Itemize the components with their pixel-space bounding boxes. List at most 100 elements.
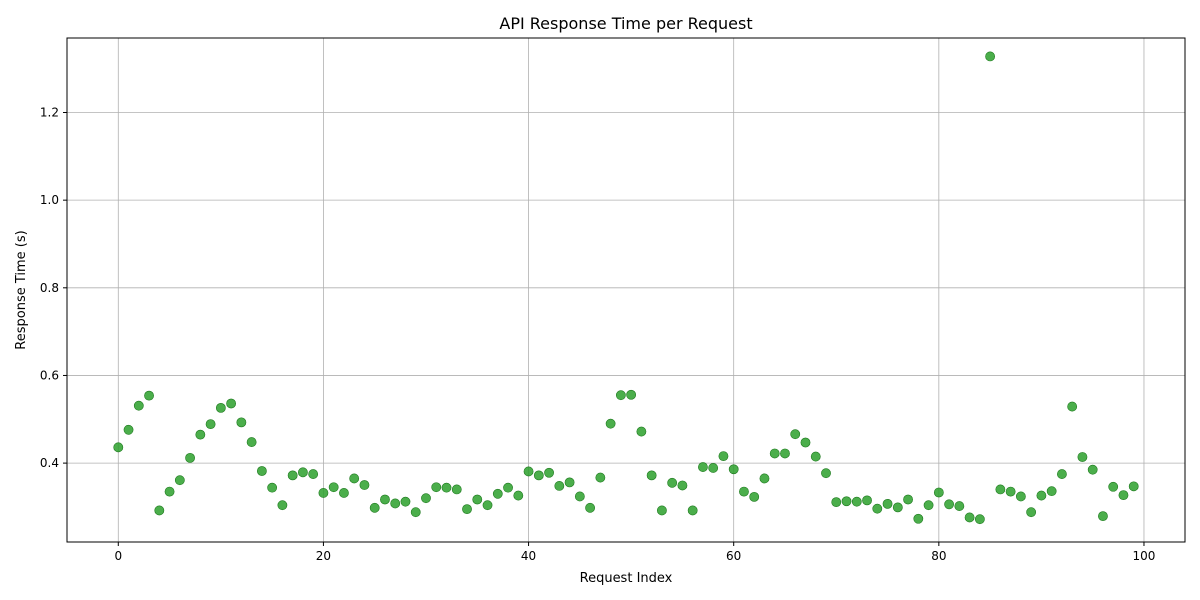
data-point [503, 482, 513, 493]
data-point [605, 418, 616, 429]
data-point [431, 482, 442, 493]
data-point [523, 466, 534, 477]
scatter-points [113, 51, 1139, 525]
data-point [205, 419, 216, 430]
data-point [769, 448, 780, 459]
data-point [1057, 469, 1067, 479]
data-point [308, 469, 319, 479]
grid-lines [67, 38, 1185, 542]
data-point [646, 470, 657, 481]
y-tick-label: 0.8 [40, 281, 59, 295]
data-point [862, 495, 872, 506]
data-point [985, 51, 996, 62]
y-tick-label: 0.4 [40, 456, 59, 470]
data-point [339, 488, 349, 498]
data-point [1046, 486, 1057, 497]
data-point [421, 493, 431, 504]
data-point [903, 494, 913, 505]
data-point [800, 437, 811, 448]
data-point [482, 500, 493, 511]
data-point [1098, 511, 1108, 522]
data-point [410, 507, 421, 518]
data-point [1087, 464, 1098, 475]
y-tick-label: 0.6 [40, 368, 59, 382]
data-point [544, 467, 554, 478]
y-tick-label: 1.0 [40, 193, 59, 207]
data-point [472, 494, 483, 505]
data-point [872, 503, 883, 514]
data-point [780, 448, 790, 459]
data-point [451, 484, 462, 495]
data-point [913, 513, 924, 524]
x-tick-label: 0 [114, 549, 122, 563]
data-point [995, 484, 1006, 495]
y-tick-label: 1.2 [40, 106, 59, 120]
y-axis-label: Response Time (s) [14, 230, 29, 349]
data-point [492, 488, 503, 499]
data-point [677, 480, 688, 491]
data-point [656, 505, 667, 516]
data-point [400, 496, 411, 507]
data-point [831, 497, 842, 508]
data-point [923, 500, 934, 511]
x-tick-label: 40 [521, 549, 536, 563]
data-point [974, 514, 985, 525]
data-point [708, 463, 719, 473]
data-point [1005, 486, 1016, 497]
data-point [256, 466, 267, 476]
data-point [441, 482, 452, 493]
data-point [1077, 452, 1088, 462]
data-point [328, 482, 339, 493]
data-point [882, 498, 893, 509]
x-tick-label: 100 [1133, 549, 1156, 563]
x-tick-label: 60 [726, 549, 741, 563]
data-point [739, 486, 749, 497]
data-point [595, 472, 606, 483]
data-point [759, 473, 770, 484]
data-point [564, 477, 575, 488]
data-point [1118, 490, 1129, 501]
data-point [113, 442, 124, 453]
data-point [164, 486, 175, 497]
axis-ticks: 0 20 40 60 80 100 0.4 0.6 0.8 1.0 1.2 [40, 106, 1156, 563]
data-point [246, 437, 257, 447]
data-point [226, 398, 237, 409]
data-point [369, 502, 380, 513]
data-point [133, 400, 144, 411]
data-point [554, 481, 565, 491]
data-point [1067, 401, 1078, 412]
data-point [267, 482, 278, 493]
data-point [749, 491, 760, 502]
data-point [123, 424, 134, 435]
data-point [810, 451, 821, 462]
plot-frame [66, 37, 1186, 543]
data-point [277, 500, 288, 511]
data-point [944, 499, 954, 510]
data-point [698, 462, 708, 472]
data-point [236, 417, 247, 428]
data-point [174, 475, 185, 486]
data-point [513, 490, 524, 501]
data-point [533, 470, 544, 481]
x-axis-label: Request Index [580, 571, 673, 586]
data-point [667, 477, 678, 488]
data-point [821, 468, 831, 479]
data-point [1108, 481, 1119, 492]
data-point [585, 502, 596, 513]
data-point [195, 429, 206, 440]
data-point [728, 464, 739, 475]
data-point [154, 505, 165, 516]
data-point [1036, 490, 1047, 501]
data-point [144, 390, 154, 401]
data-point [964, 512, 975, 523]
data-point [349, 473, 360, 484]
data-point [892, 502, 903, 513]
data-point [287, 470, 298, 481]
data-point [718, 451, 729, 462]
data-point [626, 389, 637, 400]
data-point [1015, 491, 1026, 502]
data-point [380, 494, 390, 505]
data-point [1026, 507, 1037, 518]
data-point [574, 491, 585, 502]
